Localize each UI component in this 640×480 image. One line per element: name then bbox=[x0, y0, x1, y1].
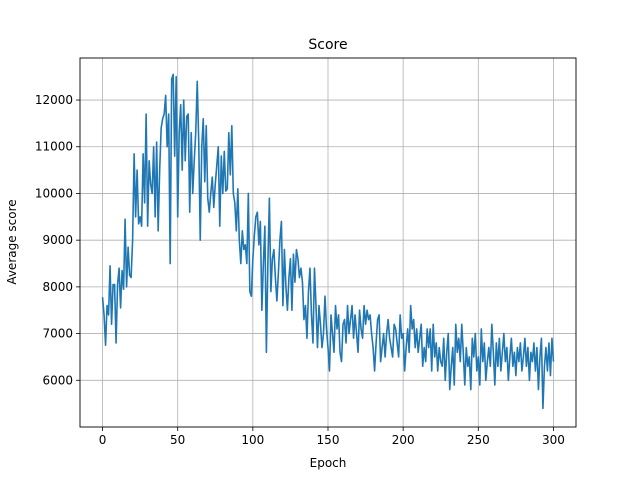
y-tick-label: 12000 bbox=[35, 93, 73, 107]
x-tick-label: 300 bbox=[542, 433, 565, 447]
axis-ticks: 0 50 100 150 200 250 300 6000 7000 8000 9000 10000 1… bbox=[35, 93, 565, 447]
x-tick-label: 0 bbox=[99, 433, 107, 447]
y-tick-label: 11000 bbox=[35, 140, 73, 154]
y-tick-label: 9000 bbox=[42, 233, 73, 247]
x-tick-label: 250 bbox=[467, 433, 490, 447]
x-tick-label: 50 bbox=[170, 433, 185, 447]
x-axis-label: Epoch bbox=[310, 456, 347, 470]
y-tick-label: 10000 bbox=[35, 186, 73, 200]
y-tick-label: 6000 bbox=[42, 373, 73, 387]
average-score-line bbox=[101, 73, 555, 410]
x-tick-label: 100 bbox=[241, 433, 264, 447]
y-axis-label: Average score bbox=[5, 199, 19, 284]
x-tick-label: 200 bbox=[392, 433, 415, 447]
y-tick-label: 7000 bbox=[42, 327, 73, 341]
grid-lines bbox=[80, 58, 576, 427]
y-tick-label: 8000 bbox=[42, 280, 73, 294]
chart-title: Score bbox=[308, 37, 347, 53]
x-tick-label: 150 bbox=[317, 433, 340, 447]
